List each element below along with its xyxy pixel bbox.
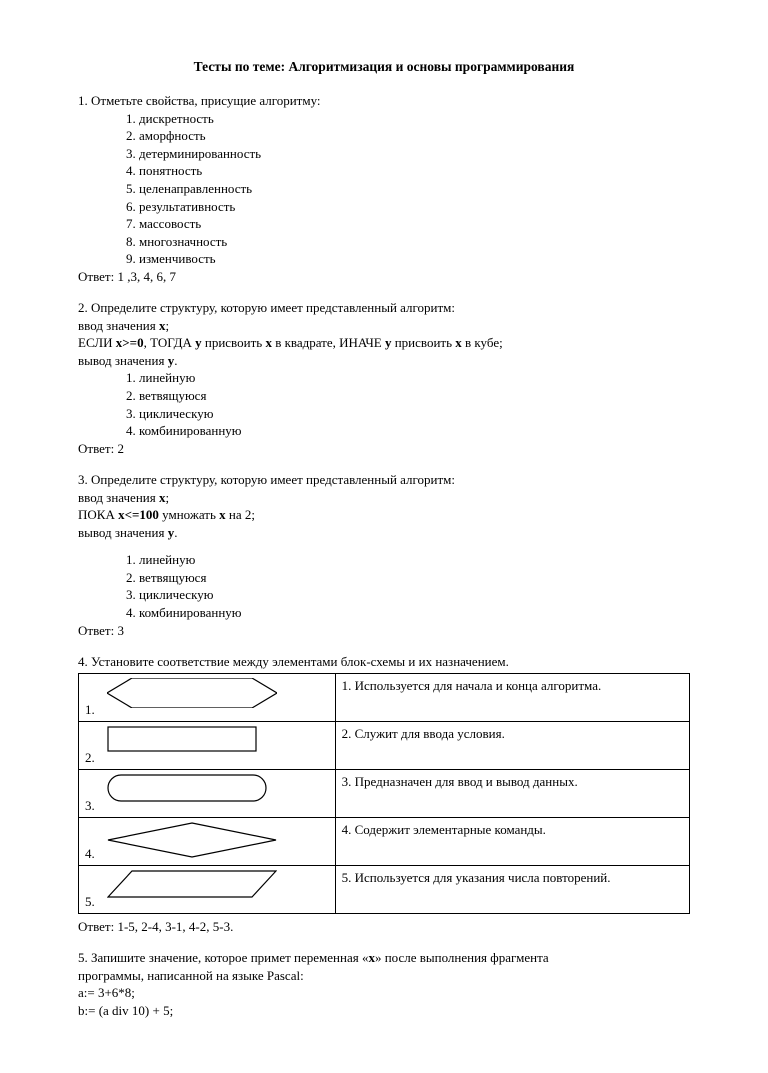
table-row: 4. 4. Содержит элементарные команды.: [79, 817, 690, 865]
row-num: 3.: [85, 797, 95, 815]
q3-code-1: ввод значения x;: [78, 489, 690, 507]
text: ввод значения: [78, 318, 159, 333]
question-1: 1. Отметьте свойства, присущие алгоритму…: [78, 92, 690, 285]
shape-cell-5: 5.: [79, 865, 336, 913]
text: на 2;: [226, 507, 255, 522]
text: ввод значения: [78, 490, 159, 505]
bold-var: x<=100: [118, 507, 159, 522]
list-item: 4. комбинированную: [126, 422, 690, 440]
list-item: 2. аморфность: [126, 127, 690, 145]
list-item: 2. ветвящуюся: [126, 387, 690, 405]
list-item: 3. детерминированность: [126, 145, 690, 163]
text: 5. Запишите значение, которое примет пер…: [78, 950, 368, 965]
text: ЕСЛИ: [78, 335, 116, 350]
q5-line-2: программы, написанной на языке Pascal:: [78, 967, 690, 985]
terminator-icon: [107, 774, 267, 807]
q2-stem: 2. Определите структуру, которую имеет п…: [78, 299, 690, 317]
shape-cell-4: 4.: [79, 817, 336, 865]
list-item: 1. дискретность: [126, 110, 690, 128]
desc-cell: 3. Предназначен для ввод и вывод данных.: [335, 769, 689, 817]
row-num: 5.: [85, 893, 95, 911]
list-item: 3. циклическую: [126, 586, 690, 604]
question-5: 5. Запишите значение, которое примет пер…: [78, 949, 690, 1019]
list-item: 3. циклическую: [126, 405, 690, 423]
row-num: 1.: [85, 701, 95, 719]
desc-cell: 2. Служит для ввода условия.: [335, 721, 689, 769]
q5-line-3: a:= 3+6*8;: [78, 984, 690, 1002]
desc-cell: 5. Используется для указания числа повто…: [335, 865, 689, 913]
q1-answer: Ответ: 1 ,3, 4, 6, 7: [78, 268, 690, 286]
list-item: 2. ветвящуюся: [126, 569, 690, 587]
q3-code-3: вывод значения y.: [78, 524, 690, 542]
q5-line-4: b:= (a div 10) + 5;: [78, 1002, 690, 1020]
desc-cell: 4. Содержит элементарные команды.: [335, 817, 689, 865]
q2-code-2: ЕСЛИ x>=0, ТОГДА y присвоить x в квадрат…: [78, 334, 690, 352]
table-row: 3. 3. Предназначен для ввод и вывод данн…: [79, 769, 690, 817]
question-4: 4. Установите соответствие между элемент…: [78, 653, 690, 935]
list-item: 7. массовость: [126, 215, 690, 233]
q3-answer: Ответ: 3: [78, 622, 690, 640]
question-3: 3. Определите структуру, которую имеет п…: [78, 471, 690, 639]
q3-code-2: ПОКА x<=100 умножать x на 2;: [78, 506, 690, 524]
text: умножать: [159, 507, 219, 522]
list-item: 9. изменчивость: [126, 250, 690, 268]
q3-stem: 3. Определите структуру, которую имеет п…: [78, 471, 690, 489]
list-item: 8. многозначность: [126, 233, 690, 251]
list-item: 4. понятность: [126, 162, 690, 180]
text: вывод значения: [78, 353, 168, 368]
text: ;: [165, 490, 169, 505]
text: .: [174, 525, 177, 540]
text: ;: [165, 318, 169, 333]
desc-cell: 1. Используется для начала и конца алгор…: [335, 673, 689, 721]
q1-stem: 1. Отметьте свойства, присущие алгоритму…: [78, 92, 690, 110]
text: присвоить: [391, 335, 455, 350]
list-item: 6. результативность: [126, 198, 690, 216]
shape-cell-3: 3.: [79, 769, 336, 817]
q5-line-1: 5. Запишите значение, которое примет пер…: [78, 949, 690, 967]
shape-cell-2: 2.: [79, 721, 336, 769]
q4-answer: Ответ: 1-5, 2-4, 3-1, 4-2, 5-3.: [78, 918, 690, 936]
text: » после выполнения фрагмента: [375, 950, 549, 965]
text: в квадрате, ИНАЧЕ: [272, 335, 385, 350]
list-item: 4. комбинированную: [126, 604, 690, 622]
list-item: 5. целенаправленность: [126, 180, 690, 198]
shape-cell-1: 1.: [79, 673, 336, 721]
match-table: 1. 1. Используется для начала и конца ал…: [78, 673, 690, 914]
parallelogram-icon: [107, 870, 277, 903]
text: ПОКА: [78, 507, 118, 522]
table-row: 2. 2. Служит для ввода условия.: [79, 721, 690, 769]
list-item: 1. линейную: [126, 551, 690, 569]
row-num: 4.: [85, 845, 95, 863]
list-item: 1. линейную: [126, 369, 690, 387]
hexagon-icon: [107, 678, 277, 713]
q2-code-3: вывод значения y.: [78, 352, 690, 370]
q4-stem: 4. Установите соответствие между элемент…: [78, 653, 690, 671]
text: присвоить: [202, 335, 266, 350]
q2-code-1: ввод значения x;: [78, 317, 690, 335]
q2-answer: Ответ: 2: [78, 440, 690, 458]
table-row: 5. 5. Используется для указания числа по…: [79, 865, 690, 913]
diamond-icon: [107, 822, 277, 863]
q3-options: 1. линейную 2. ветвящуюся 3. циклическую…: [126, 551, 690, 621]
bold-var: x>=0: [116, 335, 144, 350]
question-2: 2. Определите структуру, которую имеет п…: [78, 299, 690, 457]
row-num: 2.: [85, 749, 95, 767]
text: , ТОГДА: [144, 335, 196, 350]
q2-options: 1. линейную 2. ветвящуюся 3. циклическую…: [126, 369, 690, 439]
table-row: 1. 1. Используется для начала и конца ал…: [79, 673, 690, 721]
text: вывод значения: [78, 525, 168, 540]
rectangle-icon: [107, 726, 257, 757]
text: в кубе;: [462, 335, 503, 350]
q1-options: 1. дискретность 2. аморфность 3. детерми…: [126, 110, 690, 268]
text: .: [174, 353, 177, 368]
page-title: Тесты по теме: Алгоритмизация и основы п…: [78, 58, 690, 76]
